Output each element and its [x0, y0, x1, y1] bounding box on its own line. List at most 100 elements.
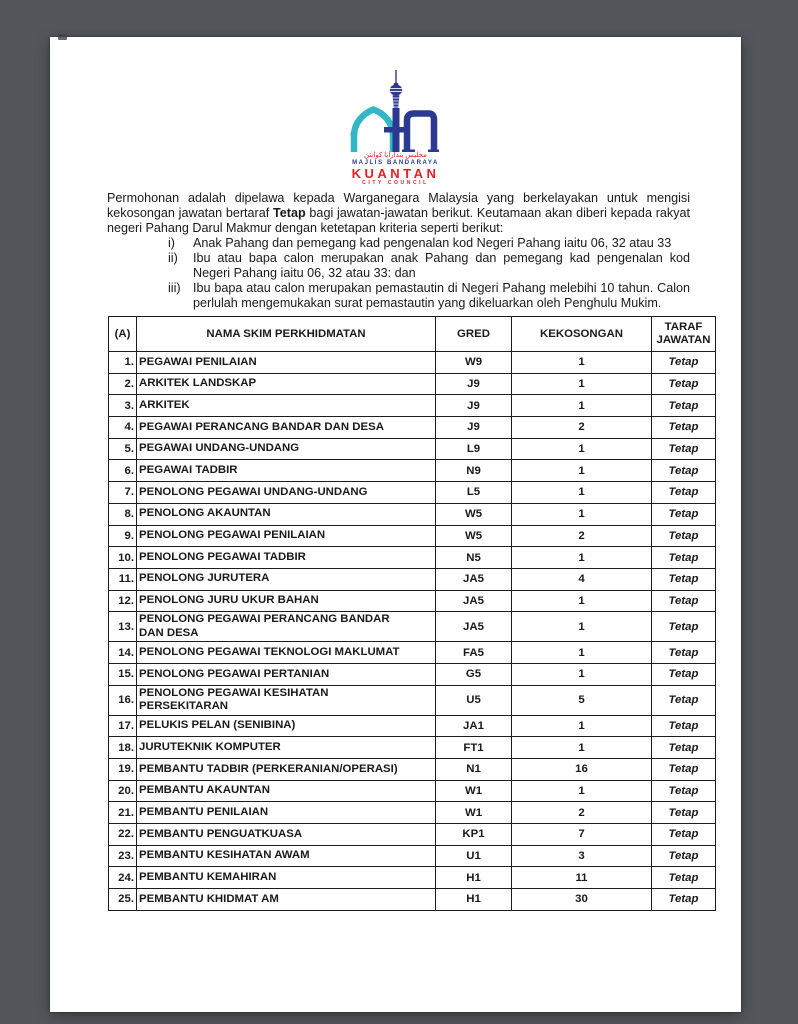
cell-no: 2. — [108, 372, 137, 396]
cell-nama: PEMBANTU KESIHATAN AWAM — [136, 844, 436, 868]
cell-nama: PENOLONG PEGAWAI UNDANG-UNDANG — [136, 481, 436, 504]
cell-nama: PENOLONG JURU UKUR BAHAN — [136, 589, 436, 613]
cell-no: 1. — [108, 351, 137, 374]
cell-taraf: Tetap — [651, 546, 716, 569]
cell-no: 19. — [108, 758, 137, 781]
criteria-item: ii) Ibu atau bapa calon merupakan anak Pa… — [168, 251, 690, 281]
cell-kekosongan: 1 — [511, 611, 652, 643]
cell-kekosongan: 1 — [511, 502, 652, 526]
cell-gred: L5 — [435, 481, 512, 504]
cell-no: 11. — [108, 567, 137, 591]
cell-gred: W5 — [435, 524, 512, 548]
cell-nama: PEMBANTU AKAUNTAN — [136, 779, 436, 803]
cell-gred: FT1 — [435, 736, 512, 759]
intro-text-part1: Permohonan adalah dipelawa kepada Wargan… — [107, 191, 690, 220]
cell-taraf: Tetap — [651, 684, 716, 716]
cell-taraf: Tetap — [651, 801, 716, 825]
cell-no: 24. — [108, 866, 137, 890]
cell-taraf: Tetap — [651, 459, 716, 483]
criteria-text: Ibu bapa atau calon merupakan pemastauti… — [193, 281, 690, 310]
cell-nama: PEMBANTU KEMAHIRAN — [136, 866, 436, 890]
table-row: 20. PEMBANTU AKAUNTAN W1 1 Tetap — [108, 779, 716, 803]
cell-gred: JA5 — [435, 567, 512, 591]
cell-gred: JA5 — [435, 611, 512, 643]
cell-kekosongan: 16 — [511, 758, 652, 781]
criteria-marker: ii) — [168, 251, 178, 265]
cell-nama: PEMBANTU TADBIR (PERKERANIAN/OPERASI) — [136, 758, 436, 781]
cell-no: 25. — [108, 888, 137, 911]
cell-nama: PENOLONG PEGAWAI PERANCANG BANDAR DAN DE… — [136, 611, 436, 643]
cell-taraf: Tetap — [651, 662, 716, 686]
cell-taraf: Tetap — [651, 372, 716, 396]
cell-gred: W9 — [435, 351, 512, 374]
scan-corner-artifact — [58, 34, 67, 40]
table-row: 13. PENOLONG PEGAWAI PERANCANG BANDAR DAN… — [108, 611, 716, 643]
cell-kekosongan: 5 — [511, 684, 652, 716]
table-row: 14. PENOLONG PEGAWAI TEKNOLOGI MAKLUMAT FA… — [108, 641, 716, 664]
vacancy-table-header: (A) NAMA SKIM PERKHIDMATAN GRED KEKOSONG… — [108, 316, 716, 352]
cell-kekosongan: 1 — [511, 641, 652, 664]
vacancy-table-body: 1. PEGAWAI PENILAIAN W9 1 Tetap 2. ARKITEK LAN… — [108, 351, 716, 911]
vacancy-table: (A) NAMA SKIM PERKHIDMATAN GRED KEKOSONG… — [108, 316, 716, 911]
cell-no: 16. — [108, 684, 137, 716]
cell-kekosongan: 2 — [511, 801, 652, 825]
cell-nama: JURUTEKNIK KOMPUTER — [136, 736, 436, 759]
cell-taraf: Tetap — [651, 416, 716, 439]
cell-taraf: Tetap — [651, 866, 716, 890]
cell-no: 15. — [108, 662, 137, 686]
logo-city-name: KUANTAN — [351, 166, 440, 181]
cell-gred: J9 — [435, 394, 512, 418]
criteria-item: iii) Ibu bapa atau calon merupakan pemast… — [168, 281, 690, 311]
table-row: 7. PENOLONG PEGAWAI UNDANG-UNDANG L5 1 Tetap — [108, 481, 716, 504]
cell-kekosongan: 3 — [511, 844, 652, 868]
cell-taraf: Tetap — [651, 714, 716, 738]
cell-kekosongan: 4 — [511, 567, 652, 591]
cell-gred: W5 — [435, 502, 512, 526]
criteria-item: i) Anak Pahang dan pemegang kad pengenala… — [168, 236, 690, 251]
cell-taraf: Tetap — [651, 758, 716, 781]
cell-nama: PENOLONG PEGAWAI TADBIR — [136, 546, 436, 569]
cell-taraf: Tetap — [651, 888, 716, 911]
logo-jawi-text: مجليس بندارايا كوانتن — [364, 152, 427, 159]
cell-taraf: Tetap — [651, 844, 716, 868]
cell-kekosongan: 1 — [511, 372, 652, 396]
cell-taraf: Tetap — [651, 567, 716, 591]
cell-kekosongan: 1 — [511, 779, 652, 803]
cell-no: 8. — [108, 502, 137, 526]
cell-nama: PEGAWAI PENILAIAN — [136, 351, 436, 374]
criteria-marker: iii) — [168, 281, 181, 295]
header-nama-skim: NAMA SKIM PERKHIDMATAN — [136, 316, 436, 352]
cell-kekosongan: 2 — [511, 416, 652, 439]
table-row: 11. PENOLONG JURUTERA JA5 4 Tetap — [108, 567, 716, 591]
cell-kekosongan: 1 — [511, 714, 652, 738]
cell-nama: PEMBANTU PENILAIAN — [136, 801, 436, 825]
cell-gred: G5 — [435, 662, 512, 686]
cell-gred: W1 — [435, 801, 512, 825]
cell-gred: FA5 — [435, 641, 512, 664]
table-row: 22. PEMBANTU PENGUATKUASA KP1 7 Tetap — [108, 823, 716, 846]
table-row: 3. ARKITEK J9 1 Tetap — [108, 394, 716, 418]
cell-nama: ARKITEK — [136, 394, 436, 418]
table-row: 24. PEMBANTU KEMAHIRAN H1 11 Tetap — [108, 866, 716, 890]
cell-gred: J9 — [435, 372, 512, 396]
table-row: 6. PEGAWAI TADBIR N9 1 Tetap — [108, 459, 716, 483]
cell-gred: W1 — [435, 779, 512, 803]
table-row: 5. PEGAWAI UNDANG-UNDANG L9 1 Tetap — [108, 437, 716, 461]
document-page: مجليس بندارايا كوانتن MAJLIS BANDARAYA K… — [50, 34, 741, 1012]
table-row: 21. PEMBANTU PENILAIAN W1 2 Tetap — [108, 801, 716, 825]
cell-kekosongan: 1 — [511, 546, 652, 569]
cell-no: 20. — [108, 779, 137, 803]
criteria-marker: i) — [168, 236, 175, 250]
cell-no: 18. — [108, 736, 137, 759]
cell-gred: H1 — [435, 888, 512, 911]
cell-kekosongan: 1 — [511, 481, 652, 504]
criteria-text: Ibu atau bapa calon merupakan anak Pahan… — [193, 251, 690, 280]
intro-bold-tetap: Tetap — [273, 206, 306, 220]
cell-nama: PENOLONG PEGAWAI TEKNOLOGI MAKLUMAT — [136, 641, 436, 664]
mbk-logo-emblem-icon — [350, 70, 439, 152]
cell-no: 14. — [108, 641, 137, 664]
cell-taraf: Tetap — [651, 611, 716, 643]
cell-nama: PEMBANTU PENGUATKUASA — [136, 823, 436, 846]
table-row: 2. ARKITEK LANDSKAP J9 1 Tetap — [108, 372, 716, 396]
